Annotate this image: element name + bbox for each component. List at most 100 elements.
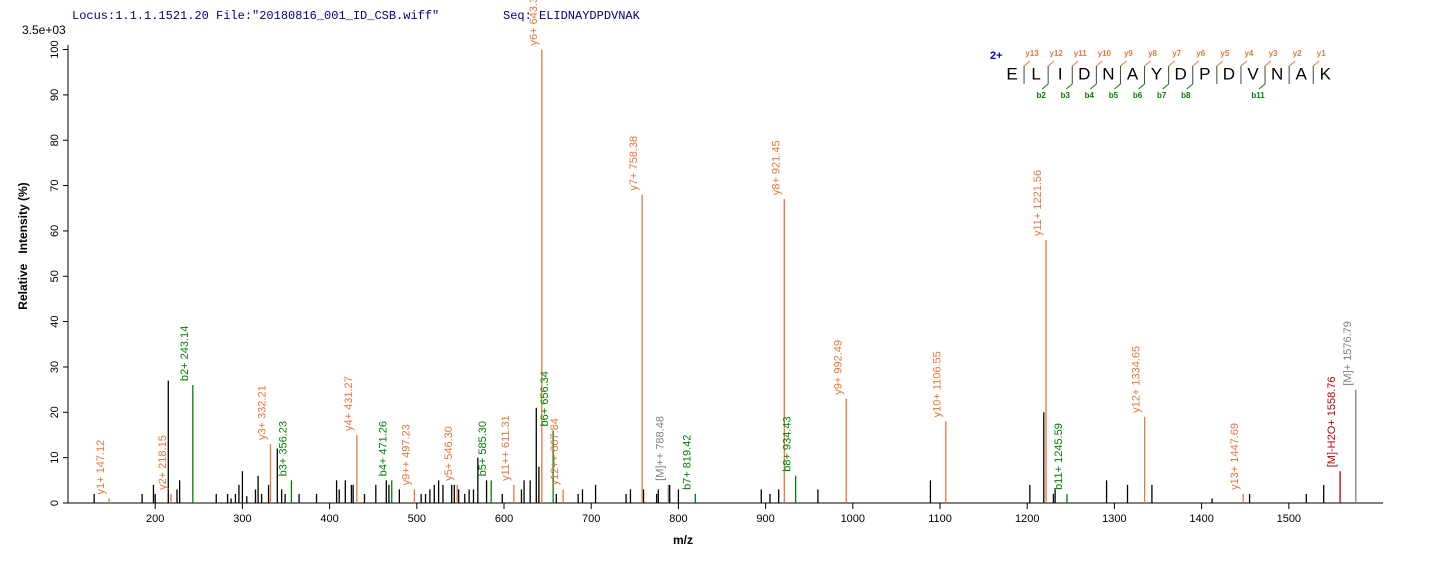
- b-ion: b4: [1085, 91, 1095, 100]
- peak-label: b4+ 471.26: [378, 421, 390, 476]
- peak-label: [M]+ 1576.79: [1342, 321, 1354, 386]
- peak-label: y12++ 667.84: [549, 418, 561, 485]
- x-tick-label: 500: [408, 513, 426, 525]
- y-ion: y9: [1124, 49, 1133, 58]
- y-bracket: [1216, 60, 1224, 67]
- x-tick-label: 1200: [1015, 513, 1039, 525]
- y-tick-label: 90: [49, 89, 61, 101]
- peak-label: b7+ 819.42: [681, 435, 693, 490]
- b-ion: b3: [1061, 91, 1071, 100]
- b-bracket: [1065, 83, 1073, 90]
- residue: L: [1031, 64, 1040, 83]
- b-bracket: [1090, 83, 1097, 90]
- residue: P: [1199, 64, 1210, 83]
- b-ion: b7: [1157, 91, 1167, 100]
- b-bracket: [1162, 83, 1169, 90]
- peak-label: b8+ 934.43: [782, 416, 794, 471]
- residue: I: [1058, 64, 1063, 83]
- y-bracket: [1168, 60, 1175, 67]
- peak-label: y8+ 921.45: [770, 140, 782, 195]
- peak-label: [M]-H2O+ 1558.76: [1326, 376, 1338, 467]
- y-ion: y3: [1269, 49, 1278, 58]
- b-bracket: [1114, 83, 1121, 90]
- residue: E: [1006, 64, 1017, 83]
- peak-label: b3+ 356.23: [277, 421, 289, 476]
- y-ion: y10: [1098, 49, 1112, 58]
- residue: Y: [1151, 64, 1162, 83]
- residue: V: [1247, 64, 1259, 83]
- x-tick-label: 1100: [928, 513, 952, 525]
- y-bracket: [1264, 60, 1272, 67]
- y-ion: y4: [1244, 49, 1253, 58]
- b-bracket: [1186, 83, 1194, 90]
- header-seq: Seq: ELIDNAYDPDVNAK: [503, 9, 641, 23]
- x-tick-label: 400: [320, 513, 338, 525]
- charge-label: 2+: [990, 50, 1003, 62]
- b-bracket: [1041, 83, 1049, 90]
- peak-label: y5+ 546.30: [443, 426, 455, 481]
- peak-label: y9+ 992.49: [832, 340, 844, 395]
- y-tick-label: 20: [49, 406, 61, 418]
- peak-label: y3+ 332.21: [256, 385, 268, 440]
- x-tick-label: 800: [669, 513, 687, 525]
- y-ion: y13: [1025, 49, 1039, 58]
- x-tick-label: 1400: [1189, 513, 1213, 525]
- y-tick-label: 0: [49, 500, 61, 506]
- peak-label: y1+ 147.12: [95, 440, 107, 495]
- x-tick-label: 900: [756, 513, 774, 525]
- b-ion: b11: [1251, 91, 1265, 100]
- y-ion: y7: [1172, 49, 1181, 58]
- peak-label: y9++ 497.23: [400, 424, 412, 485]
- y-ion: y12: [1049, 49, 1063, 58]
- y-ion: y11: [1074, 49, 1087, 58]
- y-bracket: [1047, 60, 1055, 67]
- header-file: Locus:1.1.1.1521.20 File:"20180816_001_I…: [72, 9, 439, 23]
- y-bracket: [1023, 60, 1031, 67]
- x-axis-title: m/z: [673, 533, 693, 547]
- y-ion: y2: [1293, 49, 1302, 58]
- peak-label: b11+ 1245.59: [1053, 423, 1065, 490]
- peak-label: b6+ 656.34: [539, 371, 551, 426]
- x-tick-label: 1000: [841, 513, 865, 525]
- residue: N: [1102, 64, 1114, 83]
- residue: A: [1127, 64, 1139, 83]
- y-ion: y8: [1148, 49, 1157, 58]
- x-tick-label: 300: [233, 513, 251, 525]
- residue: A: [1296, 64, 1308, 83]
- peak-label: y6+ 643.36: [528, 0, 540, 46]
- peak-label: y12+ 1334.65: [1131, 346, 1143, 413]
- x-tick-label: 700: [582, 513, 600, 525]
- peak-label: y2+ 218.15: [157, 435, 169, 490]
- y-tick-label: 40: [49, 315, 61, 327]
- peak-label: y4+ 431.27: [343, 376, 355, 431]
- b-bracket: [1138, 83, 1145, 90]
- b-bracket: [1258, 83, 1266, 90]
- peak-label: [M]++ 788.48: [654, 416, 666, 481]
- residue: K: [1320, 64, 1332, 83]
- y-tick-label: 100: [49, 40, 61, 58]
- peak-label: y11+ 1221.56: [1032, 170, 1044, 236]
- b-ion: b6: [1133, 91, 1143, 100]
- x-tick-label: 1300: [1102, 513, 1126, 525]
- y-bracket: [1240, 60, 1248, 67]
- x-tick-label: 600: [495, 513, 513, 525]
- y-bracket: [1120, 60, 1127, 67]
- peak-label: b2+ 243.14: [179, 326, 191, 381]
- b-ion: b2: [1036, 91, 1046, 100]
- y-ion: y6: [1196, 49, 1205, 58]
- y-ion: y5: [1220, 49, 1229, 58]
- residue: D: [1223, 64, 1235, 83]
- b-ion: b5: [1109, 91, 1119, 100]
- y-tick-label: 30: [49, 361, 61, 373]
- peak-label: y11++ 611.31: [500, 415, 512, 481]
- y-bracket: [1144, 60, 1151, 67]
- peak-label: b5+ 585.30: [477, 421, 489, 476]
- y-tick-label: 10: [49, 452, 61, 464]
- residue: D: [1078, 64, 1090, 83]
- y-ion: y1: [1317, 49, 1326, 58]
- y-bracket: [1096, 60, 1103, 67]
- y-tick-label: 60: [49, 225, 61, 237]
- x-tick-label: 200: [146, 513, 164, 525]
- residue: N: [1271, 64, 1283, 83]
